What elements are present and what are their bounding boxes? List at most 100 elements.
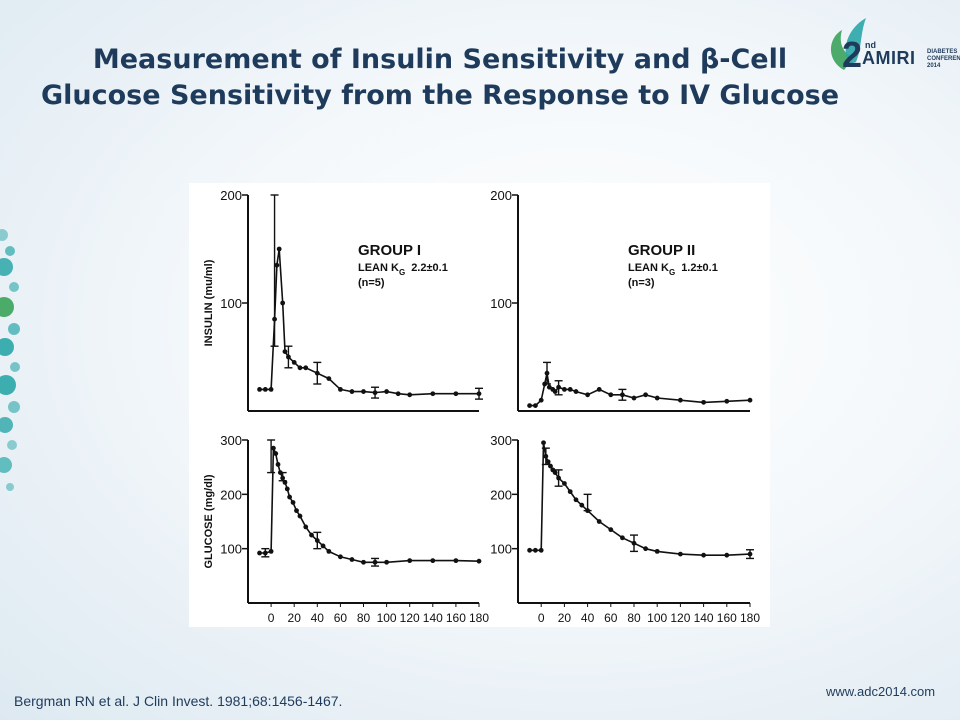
error-bar bbox=[746, 549, 754, 560]
x-tick-label: 20 bbox=[288, 611, 302, 625]
x-tick-label: 140 bbox=[694, 611, 714, 625]
data-point bbox=[538, 397, 544, 403]
data-point bbox=[430, 391, 436, 397]
series-line bbox=[259, 447, 480, 564]
x-tick-label: 0 bbox=[538, 611, 545, 625]
data-point bbox=[562, 481, 567, 486]
x-tick-label: 180 bbox=[740, 611, 760, 625]
data-point bbox=[407, 558, 413, 564]
logo-name: AMIRI bbox=[862, 48, 916, 68]
y-tick-label: 200 bbox=[220, 188, 242, 203]
data-point bbox=[338, 387, 343, 392]
data-point bbox=[287, 494, 292, 500]
data-point bbox=[280, 300, 286, 306]
data-point bbox=[567, 489, 573, 495]
error-bar bbox=[371, 557, 380, 567]
data-point bbox=[573, 389, 579, 394]
x-tick-label: 60 bbox=[334, 611, 348, 625]
data-point bbox=[631, 395, 637, 401]
y-tick-label: 100 bbox=[490, 542, 512, 557]
data-point bbox=[262, 387, 268, 392]
data-point bbox=[303, 365, 309, 371]
data-point bbox=[533, 403, 538, 408]
x-tick-label: 20 bbox=[558, 611, 572, 625]
data-point bbox=[274, 262, 280, 268]
error-bar bbox=[618, 388, 627, 401]
data-point bbox=[257, 387, 262, 392]
error-bar bbox=[313, 361, 322, 385]
group-label: GROUP II bbox=[628, 242, 695, 259]
error-bar bbox=[630, 534, 638, 553]
data-point bbox=[268, 548, 274, 554]
data-point bbox=[541, 440, 546, 446]
data-point bbox=[326, 548, 332, 554]
y-tick-label: 300 bbox=[220, 433, 242, 448]
data-point bbox=[701, 552, 706, 558]
y-tick-label: 200 bbox=[220, 487, 242, 502]
data-point bbox=[361, 389, 366, 394]
data-point bbox=[430, 558, 436, 564]
data-point bbox=[533, 547, 538, 553]
data-point bbox=[527, 547, 532, 553]
error-bar bbox=[313, 531, 322, 550]
y-tick-label: 200 bbox=[490, 188, 512, 203]
data-point bbox=[294, 508, 299, 514]
footer-url: www.adc2014.com bbox=[826, 684, 936, 699]
error-bar bbox=[554, 469, 563, 487]
data-point bbox=[643, 392, 648, 398]
data-point bbox=[273, 451, 279, 456]
data-point bbox=[552, 470, 558, 475]
data-point bbox=[608, 392, 614, 398]
error-bar bbox=[278, 471, 287, 482]
data-point bbox=[395, 391, 401, 397]
x-tick-label: 60 bbox=[604, 611, 618, 625]
data-point bbox=[654, 395, 660, 401]
y-axis-label: GLUCOSE (mg/dl) bbox=[203, 474, 215, 568]
data-point bbox=[573, 497, 579, 503]
x-tick-label: 120 bbox=[400, 611, 420, 625]
data-point bbox=[654, 548, 660, 554]
chart-top-right: 100 200 GROUP II LEAN KG 1.2±0.1(n=3) bbox=[490, 188, 753, 412]
data-point bbox=[546, 384, 552, 390]
logo-superscript: nd bbox=[865, 40, 876, 50]
data-point bbox=[476, 558, 482, 564]
error-bar bbox=[261, 547, 270, 558]
group-kg-label: LEAN KG 2.2±0.1 bbox=[358, 262, 448, 277]
data-point bbox=[643, 546, 648, 552]
data-point bbox=[384, 559, 389, 565]
data-point bbox=[701, 399, 706, 405]
data-point bbox=[453, 558, 459, 564]
group-n-label: (n=3) bbox=[628, 277, 655, 289]
title-line-2: Glucose Sensitivity from the Response to… bbox=[40, 80, 840, 111]
data-point bbox=[290, 500, 296, 505]
error-bar bbox=[543, 361, 551, 385]
chart-panel: 100 200 INSULIN (mu/ml) GROUP I LEAN KG 2.2±0… bbox=[189, 183, 770, 627]
error-bar bbox=[554, 380, 563, 396]
citation: Bergman RN et al. J Clin Invest. 1981;68… bbox=[14, 693, 343, 709]
data-point bbox=[282, 349, 288, 354]
data-point bbox=[309, 532, 314, 538]
data-point bbox=[297, 513, 303, 519]
logo-subtitle: DIABETES CONFERENCE 2014 bbox=[927, 49, 960, 69]
data-point bbox=[407, 392, 413, 398]
data-point bbox=[384, 389, 389, 394]
y-tick-label: 100 bbox=[220, 542, 242, 557]
data-point bbox=[678, 551, 683, 557]
error-bar bbox=[541, 447, 550, 466]
x-tick-label: 40 bbox=[311, 611, 325, 625]
data-point bbox=[361, 559, 366, 565]
data-point bbox=[303, 524, 309, 530]
group-n-label: (n=5) bbox=[358, 277, 385, 289]
logo-number: 2 bbox=[842, 34, 863, 75]
data-point bbox=[291, 360, 297, 365]
data-point bbox=[678, 397, 683, 403]
data-point bbox=[349, 389, 355, 394]
data-point bbox=[585, 392, 590, 398]
data-point bbox=[275, 462, 281, 467]
x-tick-label: 180 bbox=[469, 611, 489, 625]
conference-logo: 2 nd AMIRI DIABETES CONFERENCE 2014 bbox=[820, 12, 960, 82]
data-point bbox=[271, 445, 276, 451]
data-point bbox=[747, 397, 753, 403]
